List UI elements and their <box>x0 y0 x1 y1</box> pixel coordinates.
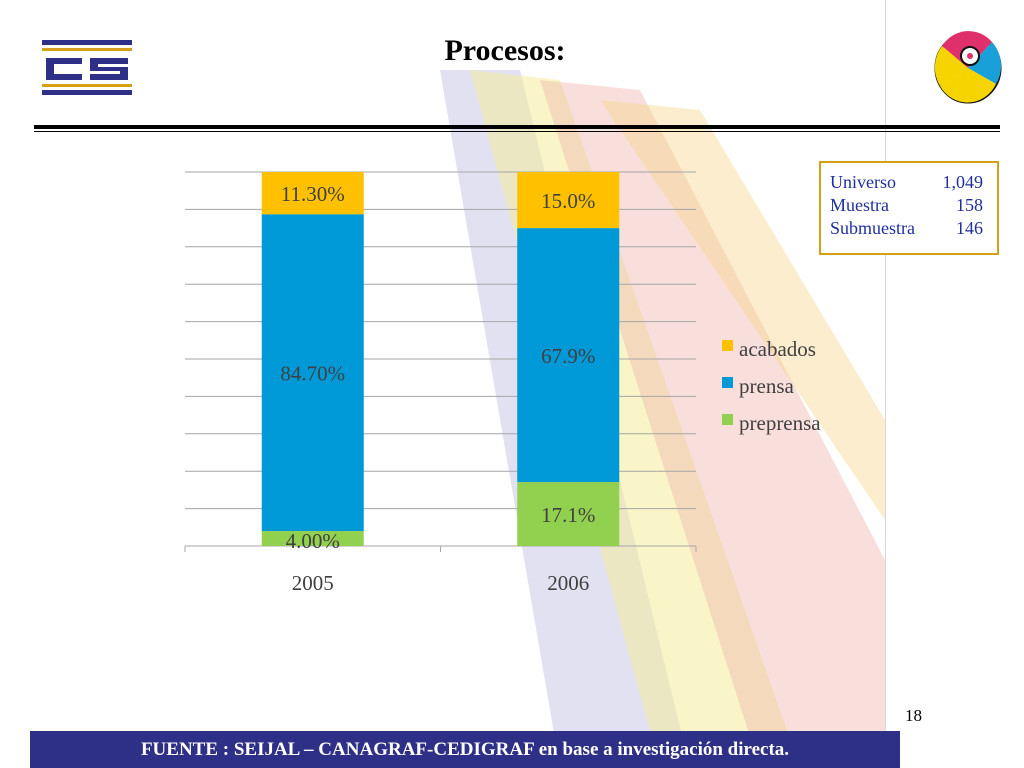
info-label: Muestra <box>830 195 889 215</box>
legend-swatch-prensa <box>722 377 733 388</box>
info-value: 146 <box>956 218 983 238</box>
x-tick-label: 2006 <box>547 571 589 595</box>
sample-info-box: Universo 1,049 Muestra 158 Submuestra 14… <box>819 161 999 255</box>
bar-preprensa-2005 <box>261 531 364 546</box>
data-label-preprensa-2006: 17.1% <box>541 503 595 527</box>
bar-acabados-2005 <box>261 172 364 215</box>
legend-label-prensa: prensa <box>739 374 794 398</box>
color-wheel-logo-icon <box>934 31 1002 104</box>
slide-title: Procesos: <box>444 34 566 67</box>
info-label: Universo <box>830 172 896 192</box>
right-margin-rule <box>885 0 886 768</box>
legend-swatch-acabados <box>722 340 733 351</box>
legend-label-preprensa: preprensa <box>739 411 821 435</box>
bar-preprensa-2006 <box>517 482 620 546</box>
bar-acabados-2006 <box>517 172 620 229</box>
info-row-muestra: Muestra 158 <box>830 194 997 217</box>
info-row-submuestra: Submuestra 146 <box>830 217 997 240</box>
header-rule-thick <box>34 125 1000 129</box>
info-value: 1,049 <box>942 172 984 192</box>
info-label: Submuestra <box>830 218 915 238</box>
legend-swatch-preprensa <box>722 414 733 425</box>
x-tick-label: 2005 <box>292 571 334 595</box>
data-label-acabados-2006: 15.0% <box>541 189 595 213</box>
page-number: 18 <box>905 706 922 725</box>
bar-prensa-2006 <box>517 228 620 483</box>
cedigraf-logo-icon <box>42 40 132 95</box>
data-label-prensa-2005: 84.70% <box>280 362 345 386</box>
legend-label-acabados: acabados <box>739 337 816 361</box>
data-label-acabados-2005: 11.30% <box>281 182 345 206</box>
bar-prensa-2005 <box>261 214 364 532</box>
source-footer: FUENTE : SEIJAL – CANAGRAF-CEDIGRAF en b… <box>30 731 900 768</box>
data-label-prensa-2006: 67.9% <box>541 344 595 368</box>
info-value: 158 <box>956 195 983 215</box>
info-row-universo: Universo 1,049 <box>830 171 997 194</box>
data-label-preprensa-2005: 4.00% <box>286 529 340 553</box>
header-rule-thin <box>34 131 1000 132</box>
